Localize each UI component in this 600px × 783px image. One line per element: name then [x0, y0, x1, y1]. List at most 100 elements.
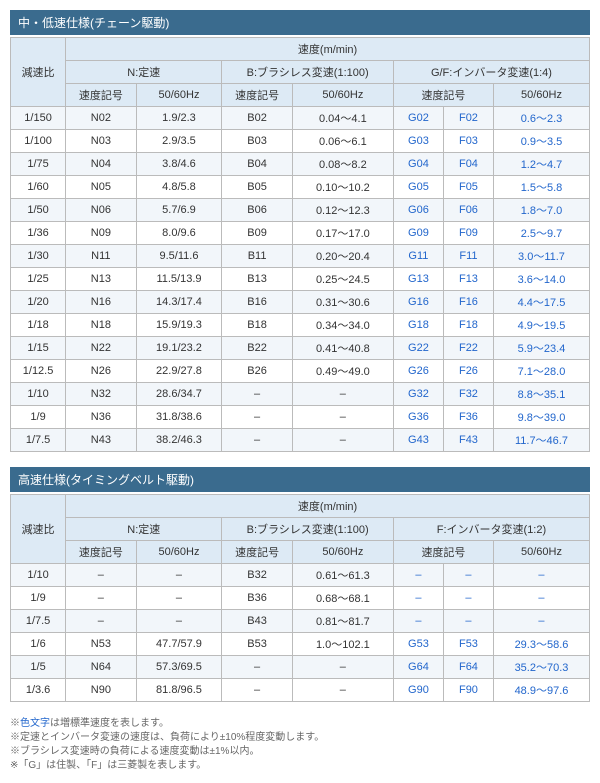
ratio-cell: 1/10 [11, 564, 66, 587]
ratio-cell: 1/75 [11, 153, 66, 176]
gf-speed: 1.8～7.0 [493, 199, 589, 222]
n-speed: 5.7/6.9 [136, 199, 222, 222]
n-speed: 22.9/27.8 [136, 360, 222, 383]
ratio-cell: 1/100 [11, 130, 66, 153]
n-speed: 11.5/13.9 [136, 268, 222, 291]
n-speed: – [136, 587, 222, 610]
ratio-cell: 1/9 [11, 587, 66, 610]
g-code: G36 [393, 406, 443, 429]
n-speed: 81.8/96.5 [136, 679, 222, 702]
f-code: F16 [443, 291, 493, 314]
gf-speed: 5.9～23.4 [493, 337, 589, 360]
n-code: N09 [66, 222, 136, 245]
note-line: ※「G」は住製、「F」は三菱製を表します。 [10, 759, 590, 773]
table-row: 1/36N098.0/9.6B090.17～17.0G09F092.5～9.7 [11, 222, 590, 245]
f-code: F11 [443, 245, 493, 268]
sub-code: 速度記号 [393, 84, 493, 107]
n-speed: 57.3/69.5 [136, 656, 222, 679]
f-code: F09 [443, 222, 493, 245]
b-speed: 0.04～4.1 [292, 107, 393, 130]
n-code: N16 [66, 291, 136, 314]
sub-code: 速度記号 [66, 84, 136, 107]
ratio-cell: 1/36 [11, 222, 66, 245]
b-code: – [222, 383, 292, 406]
g-code: G18 [393, 314, 443, 337]
f-code: F90 [443, 679, 493, 702]
n-code: N32 [66, 383, 136, 406]
f-code: F43 [443, 429, 493, 452]
f-code: F22 [443, 337, 493, 360]
b-code: B36 [222, 587, 292, 610]
ratio-cell: 1/20 [11, 291, 66, 314]
n-code: N64 [66, 656, 136, 679]
ratio-cell: 1/150 [11, 107, 66, 130]
gf-speed: 1.5～5.8 [493, 176, 589, 199]
b-speed: 0.49～49.0 [292, 360, 393, 383]
ratio-cell: 1/30 [11, 245, 66, 268]
n-code: N90 [66, 679, 136, 702]
b-code: – [222, 679, 292, 702]
g-code: G02 [393, 107, 443, 130]
g-code: G90 [393, 679, 443, 702]
gf-speed: – [493, 587, 589, 610]
b-code: B03 [222, 130, 292, 153]
g-code: G53 [393, 633, 443, 656]
gf-speed: – [493, 564, 589, 587]
gf-speed: 3.6～14.0 [493, 268, 589, 291]
g-code: – [393, 564, 443, 587]
n-code: N26 [66, 360, 136, 383]
g-code: G04 [393, 153, 443, 176]
table-row: 1/6N5347.7/57.9B531.0～102.1G53F5329.3～58… [11, 633, 590, 656]
b-code: – [222, 429, 292, 452]
gf-speed: 0.6～2.3 [493, 107, 589, 130]
b-code: B11 [222, 245, 292, 268]
g-code: G26 [393, 360, 443, 383]
table-row: 1/20N1614.3/17.4B160.31～30.6G16F164.4～17… [11, 291, 590, 314]
g-code: G05 [393, 176, 443, 199]
g-code: G06 [393, 199, 443, 222]
table-row: 1/15N2219.1/23.2B220.41～40.8G22F225.9～23… [11, 337, 590, 360]
n-code: N13 [66, 268, 136, 291]
f-code: – [443, 587, 493, 610]
n-code: N11 [66, 245, 136, 268]
n-code: N43 [66, 429, 136, 452]
note-line: ※ブラシレス変速時の負荷による速度変動は±1%以内。 [10, 745, 590, 759]
f-code: F05 [443, 176, 493, 199]
sub-code: 速度記号 [66, 541, 136, 564]
g-code: – [393, 587, 443, 610]
f-code: – [443, 610, 493, 633]
b-code: B16 [222, 291, 292, 314]
n-code: N03 [66, 130, 136, 153]
f-code: F02 [443, 107, 493, 130]
b-speed: 0.34～34.0 [292, 314, 393, 337]
b-code: – [222, 406, 292, 429]
n-speed: – [136, 564, 222, 587]
n-speed: 31.8/38.6 [136, 406, 222, 429]
b-code: – [222, 656, 292, 679]
g-code: G64 [393, 656, 443, 679]
n-speed: 28.6/34.7 [136, 383, 222, 406]
g-code: G13 [393, 268, 443, 291]
b-speed: 0.10～10.2 [292, 176, 393, 199]
sub-code: 速度記号 [222, 84, 292, 107]
n-code: N36 [66, 406, 136, 429]
n-code: N05 [66, 176, 136, 199]
ratio-cell: 1/50 [11, 199, 66, 222]
n-speed: 8.0/9.6 [136, 222, 222, 245]
ratio-cell: 1/25 [11, 268, 66, 291]
f-code: F04 [443, 153, 493, 176]
g-code: G16 [393, 291, 443, 314]
group-b: B:ブラシレス変速(1:100) [222, 61, 394, 84]
spec-table: 減速比速度(m/min)N:定速B:ブラシレス変速(1:100)F:インバータ変… [10, 494, 590, 702]
sub-hz: 50/60Hz [493, 84, 589, 107]
n-speed: 4.8/5.8 [136, 176, 222, 199]
n-code: – [66, 587, 136, 610]
gf-speed: – [493, 610, 589, 633]
ratio-cell: 1/15 [11, 337, 66, 360]
ratio-header: 減速比 [11, 38, 66, 107]
b-code: B05 [222, 176, 292, 199]
b-speed: – [292, 406, 393, 429]
table-row: 1/25N1311.5/13.9B130.25～24.5G13F133.6～14… [11, 268, 590, 291]
f-code: F13 [443, 268, 493, 291]
table-title: 高速仕様(タイミングベルト駆動) [10, 467, 590, 492]
